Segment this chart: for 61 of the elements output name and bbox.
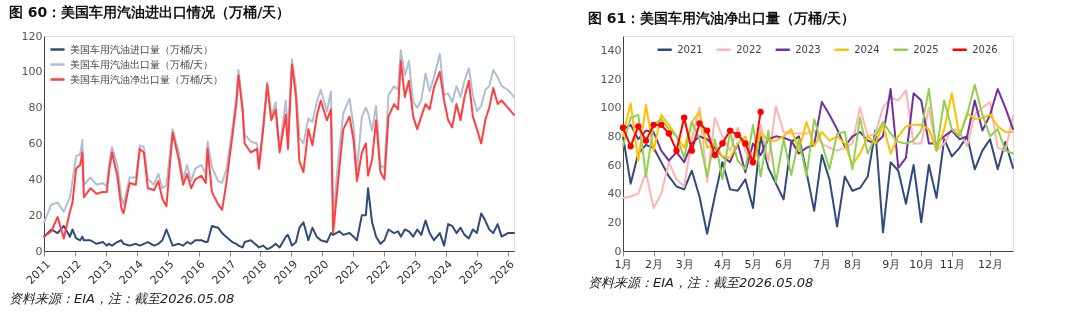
point	[757, 108, 764, 116]
text: 资料来源：EIA，注：截至2026.05.08	[588, 275, 814, 290]
y-tick-label: 20	[28, 208, 43, 222]
y-tick-label: 60	[607, 158, 622, 172]
point	[688, 147, 695, 154]
legend-label: 2021	[677, 43, 703, 55]
legend-label: 2025	[913, 43, 939, 55]
legend-label: 美国车用汽油净出口量（万桶/天）	[70, 73, 224, 85]
text: 资料来源：EIA，注：截至2026.05.08	[9, 291, 235, 306]
point	[726, 127, 734, 134]
y-tick-label: 100	[600, 101, 622, 115]
x-tick-label: 10月	[909, 257, 935, 271]
chart-title: 图 61：美国车用汽油净出口量（万桶/天）	[588, 10, 856, 26]
x-tick-label: 9月	[882, 257, 901, 271]
chart-title: 图 60：美国车用汽油进出口情况（万桶/天）	[9, 4, 291, 20]
point	[742, 140, 749, 147]
point	[681, 114, 688, 121]
point	[696, 120, 703, 127]
point	[650, 121, 657, 129]
y-tick-label: 100	[21, 65, 43, 79]
legend-label: 美国车用汽油进口量（万桶/天）	[70, 43, 214, 55]
point	[635, 123, 642, 130]
y-tick-label: 120	[21, 29, 43, 43]
point	[711, 151, 718, 159]
x-tick-label: 8月	[843, 257, 862, 271]
point	[665, 130, 673, 137]
y-tick-label: 0	[614, 244, 622, 258]
line-series	[622, 129, 1014, 235]
x-tick-label: 6月	[775, 257, 794, 271]
legend-label: 2022	[736, 43, 762, 55]
point	[658, 121, 665, 129]
y-tick-label: 40	[607, 187, 622, 201]
legend-label: 2024	[854, 43, 880, 55]
point	[619, 124, 627, 131]
x-tick-label: 5月	[744, 257, 763, 271]
x-tick-label: 11月	[939, 257, 965, 271]
legend-label: 2026	[972, 43, 998, 55]
point	[627, 143, 634, 150]
legend-label: 2023	[795, 43, 821, 55]
point	[673, 147, 680, 154]
x-tick-label: 3月	[675, 257, 694, 271]
y-tick-label: 140	[600, 43, 622, 57]
point	[734, 131, 741, 139]
x-tick-label: 7月	[813, 257, 832, 271]
x-tick-label: 12月	[978, 257, 1004, 271]
x-tick-label: 2月	[645, 257, 664, 271]
y-tick-label: 40	[28, 172, 43, 186]
y-tick-label: 0	[35, 244, 43, 258]
line-series	[622, 89, 1014, 209]
y-tick-label: 80	[28, 101, 43, 115]
y-tick-label: 80	[607, 129, 622, 143]
point	[703, 127, 711, 134]
x-tick-label: 4月	[713, 257, 732, 271]
y-tick-label: 60	[28, 137, 43, 150]
point	[719, 140, 726, 147]
point	[642, 137, 650, 144]
point	[749, 158, 757, 166]
x-tick-label: 1月	[614, 257, 633, 271]
y-tick-label: 20	[607, 215, 622, 229]
legend-label: 美国车用汽油出口量（万桶/天）	[70, 58, 214, 70]
y-tick-label: 120	[600, 72, 622, 86]
